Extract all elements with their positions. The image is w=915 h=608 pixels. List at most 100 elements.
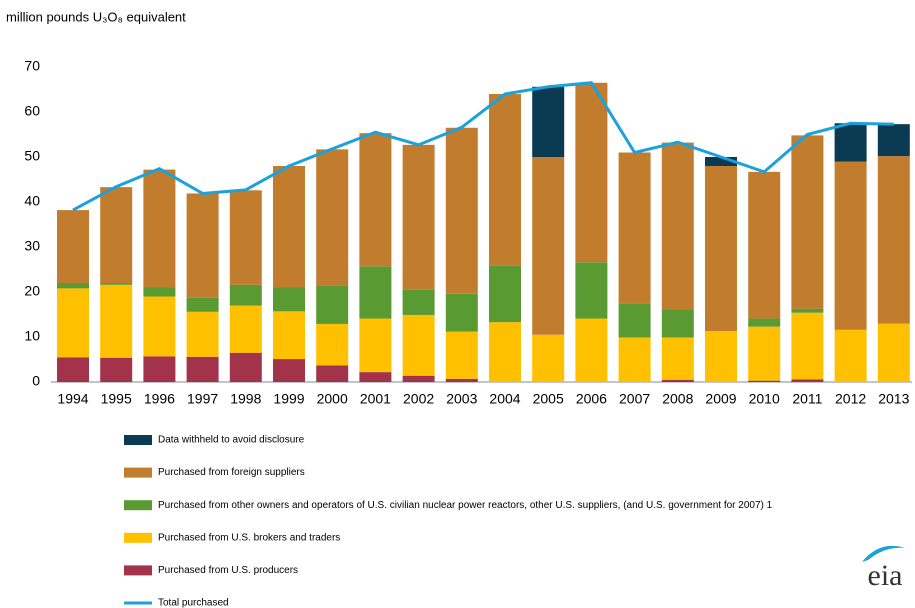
legend-swatch xyxy=(124,500,152,511)
x-tick-label: 2012 xyxy=(835,391,866,407)
bar-segment xyxy=(100,357,133,382)
bar-segment xyxy=(100,284,133,358)
bar-segment xyxy=(273,311,305,360)
legend-swatch xyxy=(124,467,152,478)
bar-segment xyxy=(316,285,349,324)
bar-segment xyxy=(575,262,608,319)
y-tick-label: 40 xyxy=(24,193,40,209)
chart-title: million pounds U₃O₈ equivalent xyxy=(6,9,186,24)
bar-segment xyxy=(489,94,521,266)
bar-segment xyxy=(834,329,867,382)
bar-segment xyxy=(186,297,219,312)
bar-segment xyxy=(273,359,305,382)
x-tick-label: 2001 xyxy=(360,391,391,407)
legend-label: Purchased from foreign suppliers xyxy=(158,467,305,478)
bar-segment xyxy=(791,379,824,382)
legend-swatch xyxy=(124,532,152,543)
bar-segment xyxy=(359,133,392,267)
y-tick-label: 60 xyxy=(24,103,40,119)
bar-segment xyxy=(661,379,694,382)
bar-segment xyxy=(618,152,651,304)
bar-segment xyxy=(359,266,392,319)
bar-segment xyxy=(229,305,262,353)
bar-segment xyxy=(877,124,910,157)
bar-segment xyxy=(229,190,262,285)
bar-segment xyxy=(359,318,392,373)
bar-segment xyxy=(705,157,737,166)
bar-segment xyxy=(661,142,694,310)
bar-segment xyxy=(532,157,565,335)
y-tick-label: 70 xyxy=(24,58,40,74)
bar-segment xyxy=(661,337,694,380)
x-tick-label: 2000 xyxy=(317,391,348,407)
bar-segment xyxy=(316,149,349,286)
y-tick-label: 30 xyxy=(24,238,40,254)
logo-swoosh xyxy=(862,545,905,562)
bar-segment xyxy=(402,375,435,382)
bar-segment xyxy=(57,210,89,283)
bar-segment xyxy=(57,357,89,382)
bar-segment xyxy=(143,356,176,382)
legend-label: Data withheld to avoid disclosure xyxy=(158,435,305,446)
legend-label: Total purchased xyxy=(158,598,229,608)
bar-segment xyxy=(575,82,608,263)
x-tick-label: 2002 xyxy=(403,391,434,407)
bar-segment xyxy=(445,331,478,379)
bar-segment xyxy=(445,127,478,294)
legend-swatch xyxy=(124,565,152,576)
y-tick-label: 0 xyxy=(32,373,40,389)
x-tick-label: 2008 xyxy=(662,391,693,407)
bar-segment xyxy=(100,187,133,283)
x-tick-label: 1995 xyxy=(101,391,132,407)
bar-segment xyxy=(618,303,651,338)
total-line xyxy=(72,81,894,212)
bar-segment xyxy=(877,156,910,324)
bar-segment xyxy=(316,365,349,382)
bar-segment xyxy=(791,135,824,309)
bar-segment xyxy=(748,318,781,327)
x-tick-label: 2005 xyxy=(533,391,564,407)
x-tick-label: 1998 xyxy=(230,391,261,407)
bar-segment xyxy=(791,312,824,380)
bar-segment xyxy=(748,171,781,319)
bar-segment xyxy=(489,322,521,382)
x-tick-label: 2013 xyxy=(878,391,909,407)
bar-segment xyxy=(273,287,305,312)
y-tick-label: 20 xyxy=(24,283,40,299)
x-tick-label: 2006 xyxy=(576,391,607,407)
legend-label: Purchased from U.S. producers xyxy=(158,565,298,576)
bar-segment xyxy=(229,352,262,382)
y-tick-label: 10 xyxy=(24,328,40,344)
bar-segment xyxy=(143,169,176,288)
logo: eia xyxy=(868,559,903,592)
bar-segment xyxy=(834,161,867,330)
legend-swatch xyxy=(124,435,152,445)
x-tick-label: 1999 xyxy=(273,391,304,407)
bar-segment xyxy=(57,288,89,358)
bar-segment xyxy=(661,309,694,338)
bar-segment xyxy=(532,334,565,382)
x-tick-label: 1994 xyxy=(57,391,88,407)
bar-segment xyxy=(143,287,176,297)
x-tick-label: 2009 xyxy=(705,391,736,407)
bar-segment xyxy=(489,265,521,323)
bar-segment xyxy=(229,284,262,306)
bar-segment xyxy=(705,166,737,332)
bar-segment xyxy=(705,331,737,382)
legend-label: Purchased from U.S. brokers and traders xyxy=(158,532,340,543)
bar-segment xyxy=(618,337,651,382)
bar-segment xyxy=(186,356,219,382)
bar-segment xyxy=(186,311,219,357)
x-tick-label: 2004 xyxy=(489,391,520,407)
bar-segment xyxy=(575,318,608,382)
x-tick-label: 1996 xyxy=(144,391,175,407)
bar-segment xyxy=(834,123,867,162)
x-tick-label: 1997 xyxy=(187,391,218,407)
x-tick-label: 2003 xyxy=(446,391,477,407)
bar-segment xyxy=(532,86,565,157)
bar-segment xyxy=(316,323,349,366)
bar-segment xyxy=(57,283,89,289)
bar-segment xyxy=(402,314,435,376)
bar-segment xyxy=(100,283,133,285)
